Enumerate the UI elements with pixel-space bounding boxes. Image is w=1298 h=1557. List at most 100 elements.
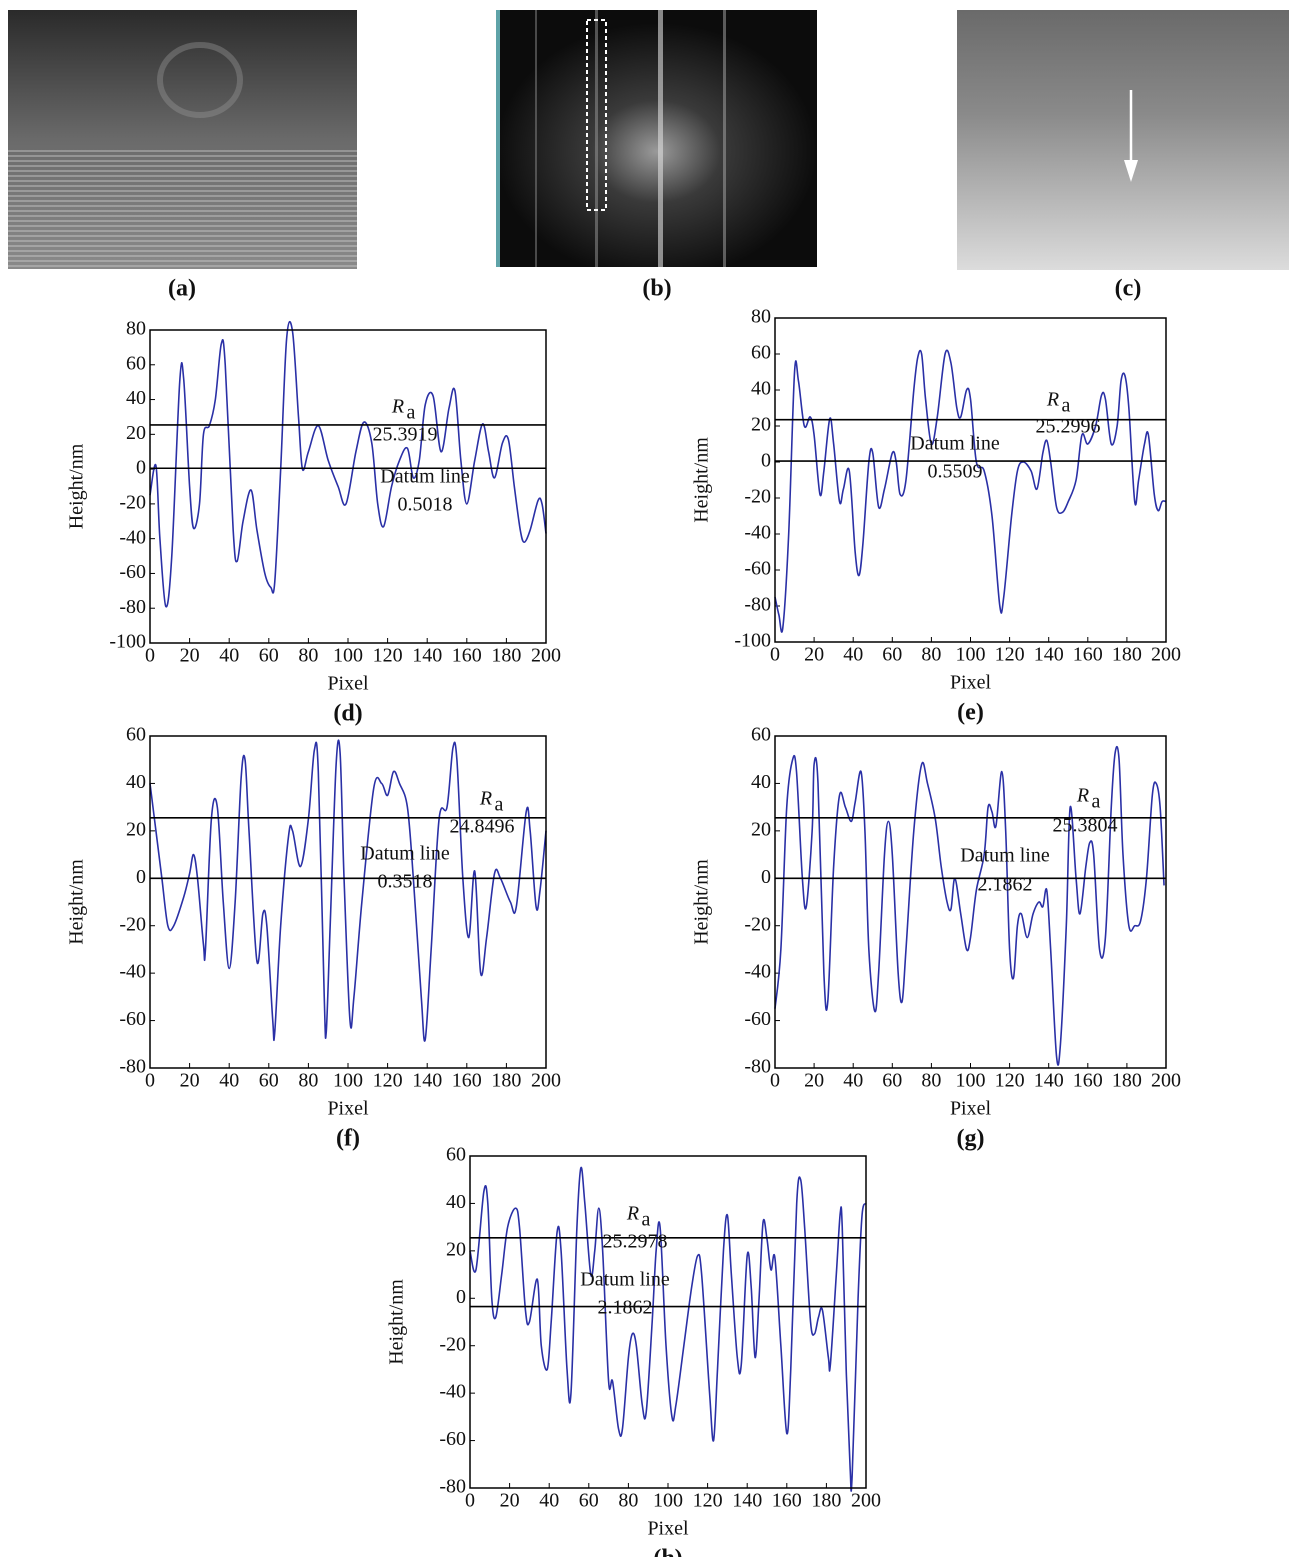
x-tick-label: 180	[811, 1490, 841, 1512]
y-tick-label: -40	[119, 526, 146, 548]
x-tick-label: 160	[452, 1070, 482, 1092]
data-line	[774, 349, 1167, 633]
x-tick-label: 60	[259, 645, 279, 667]
x-tick-label: 120	[373, 645, 403, 667]
x-tick-label: 140	[1034, 1070, 1064, 1092]
y-tick-label: 20	[126, 818, 146, 840]
x-tick-label: 60	[579, 1490, 599, 1512]
data-line	[469, 1166, 867, 1492]
x-tick-label: 20	[180, 1070, 200, 1092]
plot-frame	[149, 735, 547, 1069]
x-tick-label: 0	[145, 1070, 155, 1092]
x-tick-label: 200	[531, 645, 561, 667]
y-tick-label: 80	[751, 306, 771, 328]
y-tick-label: -100	[734, 630, 771, 652]
y-tick-label: 60	[751, 342, 771, 364]
image-b	[496, 10, 817, 267]
y-tick-label: 80	[126, 318, 146, 340]
y-tick-label: -80	[119, 596, 146, 618]
panel-label: (d)	[333, 701, 362, 727]
datum-value: 2.1862	[978, 874, 1033, 896]
x-tick-label: 80	[298, 645, 318, 667]
y-tick-label: 60	[446, 1144, 466, 1166]
x-tick-label: 60	[882, 1070, 902, 1092]
x-tick-label: 120	[373, 1070, 403, 1092]
x-tick-label: 100	[333, 645, 363, 667]
y-tick-label: -60	[119, 1008, 146, 1030]
y-tick-label: -60	[439, 1428, 466, 1450]
x-axis-label: Pixel	[647, 1518, 689, 1540]
y-tick-label: 0	[136, 457, 146, 479]
x-tick-label: 80	[298, 1070, 318, 1092]
y-tick-label: 20	[751, 818, 771, 840]
plot-frame	[469, 1155, 867, 1489]
x-tick-label: 200	[851, 1490, 881, 1512]
panel-label: (g)	[957, 1126, 985, 1152]
y-tick-label: 40	[751, 378, 771, 400]
ra-symbol: R	[479, 788, 492, 810]
ra-subscript: a	[642, 1209, 651, 1231]
y-tick-label: -40	[744, 961, 771, 983]
x-tick-label: 60	[882, 644, 902, 666]
plot-frame	[774, 317, 1167, 643]
y-tick-label: -20	[744, 486, 771, 508]
x-tick-label: 60	[259, 1070, 279, 1092]
x-tick-label: 160	[772, 1490, 802, 1512]
datum-label: Datum line	[580, 1269, 670, 1291]
x-tick-label: 140	[732, 1490, 762, 1512]
x-tick-label: 80	[618, 1490, 638, 1512]
y-tick-label: 20	[126, 422, 146, 444]
y-tick-label: 0	[761, 450, 771, 472]
x-tick-label: 140	[412, 1070, 442, 1092]
x-axis-label: Pixel	[950, 1098, 992, 1120]
y-tick-label: -40	[744, 522, 771, 544]
x-tick-label: 100	[956, 1070, 986, 1092]
ra-value: 24.8496	[450, 816, 515, 838]
y-tick-label: -80	[744, 594, 771, 616]
y-tick-label: 40	[446, 1191, 466, 1213]
y-axis-label: Height/nm	[691, 437, 713, 523]
x-tick-label: 80	[921, 1070, 941, 1092]
y-tick-label: -100	[109, 631, 146, 653]
x-tick-label: 40	[219, 645, 239, 667]
x-tick-label: 180	[491, 645, 521, 667]
y-tick-label: -60	[744, 1008, 771, 1030]
datum-label: Datum line	[360, 843, 450, 865]
y-tick-label: -20	[119, 913, 146, 935]
ra-symbol: R	[626, 1203, 639, 1225]
y-tick-label: 20	[751, 414, 771, 436]
x-tick-label: 160	[1073, 644, 1103, 666]
ra-subscript: a	[1062, 395, 1071, 417]
y-axis-label: Height/nm	[386, 1279, 408, 1365]
x-tick-label: 20	[180, 645, 200, 667]
panel-label: (e)	[957, 700, 984, 726]
ra-value: 25.2996	[1036, 416, 1101, 438]
ra-subscript: a	[1092, 791, 1101, 813]
x-axis-label: Pixel	[327, 673, 369, 695]
y-tick-label: -40	[439, 1381, 466, 1403]
x-tick-label: 0	[145, 645, 155, 667]
y-tick-label: 40	[751, 771, 771, 793]
datum-label: Datum line	[910, 433, 1000, 455]
x-tick-label: 100	[956, 644, 986, 666]
y-tick-label: 60	[751, 724, 771, 746]
x-tick-label: 180	[1112, 1070, 1142, 1092]
y-axis-label: Height/nm	[66, 443, 88, 529]
datum-label: Datum line	[380, 466, 470, 488]
y-tick-label: -80	[119, 1056, 146, 1078]
x-tick-label: 0	[770, 644, 780, 666]
datum-label: Datum line	[960, 845, 1050, 867]
y-tick-label: -20	[119, 491, 146, 513]
x-tick-label: 160	[1073, 1070, 1103, 1092]
x-axis-label: Pixel	[327, 1098, 369, 1120]
y-tick-label: 0	[456, 1286, 466, 1308]
image-a	[8, 10, 357, 269]
x-tick-label: 100	[333, 1070, 363, 1092]
x-tick-label: 40	[843, 1070, 863, 1092]
ra-value: 25.3919	[373, 424, 438, 446]
ra-symbol: R	[1046, 389, 1059, 411]
x-tick-label: 0	[770, 1070, 780, 1092]
x-tick-label: 120	[995, 1070, 1025, 1092]
datum-value: 0.5509	[928, 461, 983, 483]
ra-symbol: R	[391, 396, 404, 418]
